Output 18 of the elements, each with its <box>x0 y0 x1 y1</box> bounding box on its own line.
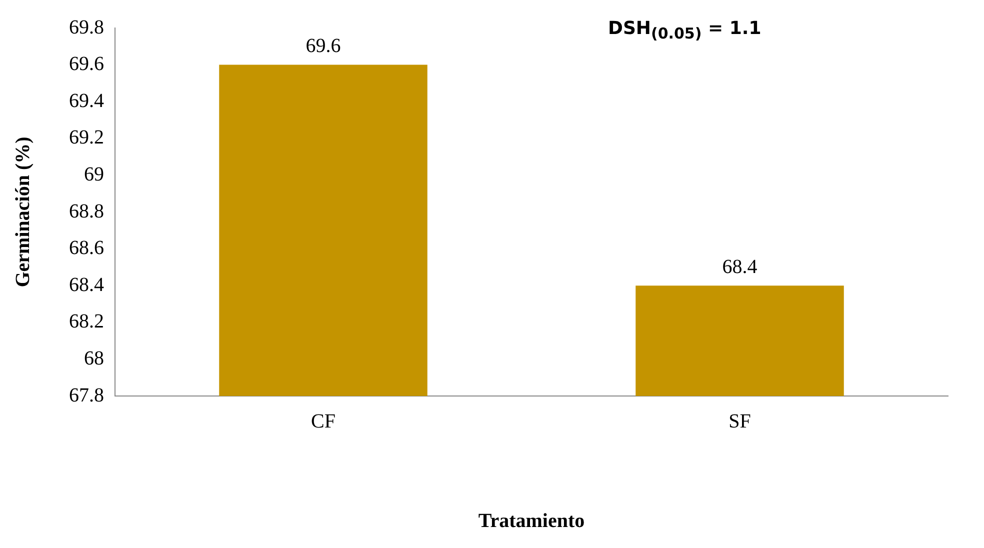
x-tick-label: CF <box>311 410 336 432</box>
data-label: 69.6 <box>306 35 341 58</box>
y-tick-label: 68.6 <box>69 237 104 260</box>
y-axis-title: Germinación (%) <box>12 136 34 288</box>
y-tick-label: 68.4 <box>69 274 104 296</box>
y-tick-label: 68.8 <box>69 200 104 222</box>
annotation: DSH$_{(0.05)}$ = 1.1 <box>608 18 762 43</box>
y-tick-label: 69 <box>84 163 104 186</box>
y-tick-label: 67.8 <box>69 384 104 406</box>
y-tick-label: 69.8 <box>69 16 104 38</box>
data-label: 68.4 <box>722 256 758 278</box>
y-tick-label: 68 <box>84 347 104 370</box>
y-tick-label: 68.2 <box>69 310 104 333</box>
y-tick-label: 69.6 <box>69 53 104 76</box>
y-tick-label: 69.2 <box>69 126 104 149</box>
x-tick-label: SF <box>728 410 751 432</box>
y-tick-label: 69.4 <box>69 90 104 112</box>
x-axis-title: Tratamiento <box>478 510 585 532</box>
